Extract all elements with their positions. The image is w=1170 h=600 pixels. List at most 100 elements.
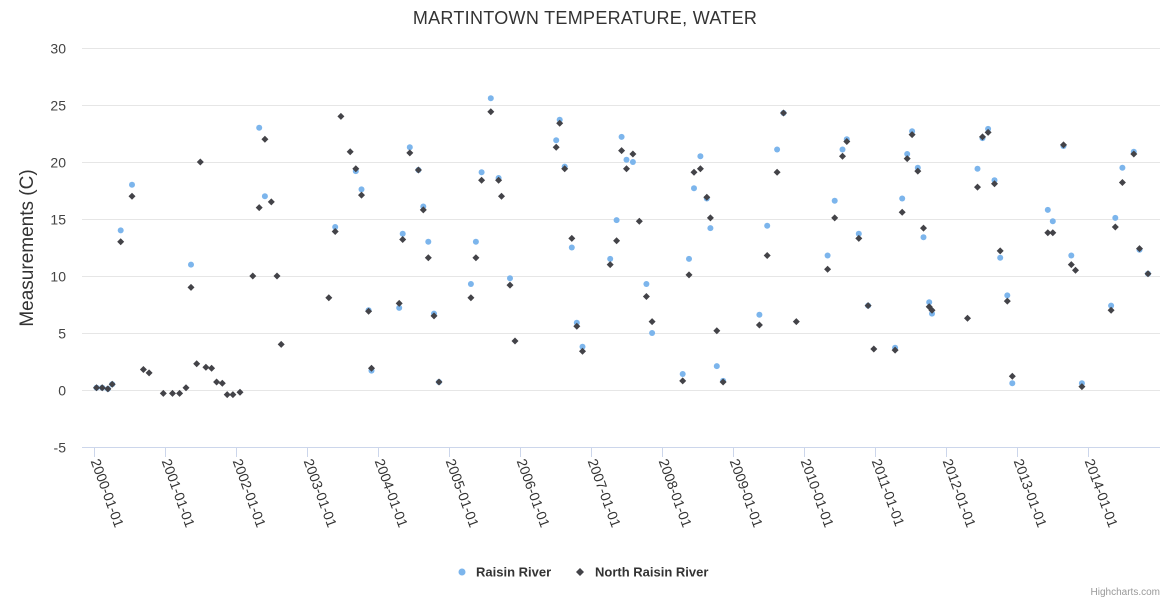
data-point-raisin-river[interactable] — [1044, 206, 1051, 213]
data-point-north-raisin-river[interactable] — [213, 378, 221, 386]
credits-link[interactable]: Highcharts.com — [1091, 587, 1160, 598]
data-point-north-raisin-river[interactable] — [202, 363, 210, 371]
data-point-north-raisin-river[interactable] — [974, 183, 981, 191]
data-point-raisin-river[interactable] — [855, 230, 862, 237]
data-point-north-raisin-river[interactable] — [991, 180, 998, 188]
data-point-north-raisin-river[interactable] — [561, 165, 569, 173]
data-point-north-raisin-river[interactable] — [193, 360, 201, 368]
data-point-raisin-river[interactable] — [487, 95, 494, 102]
data-point-raisin-river[interactable] — [406, 144, 413, 151]
data-point-north-raisin-river[interactable] — [831, 214, 839, 222]
data-point-north-raisin-river[interactable] — [1049, 229, 1057, 237]
data-point-north-raisin-river[interactable] — [1078, 383, 1086, 391]
data-point-north-raisin-river[interactable] — [903, 155, 911, 163]
data-point-raisin-river[interactable] — [831, 197, 838, 204]
data-point-north-raisin-river[interactable] — [556, 119, 564, 127]
data-point-north-raisin-river[interactable] — [1118, 179, 1126, 186]
data-point-raisin-river[interactable] — [629, 159, 636, 165]
data-point-raisin-river[interactable] — [920, 234, 927, 241]
data-point-north-raisin-river[interactable] — [498, 192, 505, 200]
data-point-north-raisin-river[interactable] — [176, 389, 184, 397]
data-point-north-raisin-river[interactable] — [635, 217, 643, 225]
data-point-north-raisin-river[interactable] — [573, 322, 581, 330]
data-point-north-raisin-river[interactable] — [679, 377, 687, 385]
data-point-north-raisin-river[interactable] — [368, 364, 375, 372]
data-point-north-raisin-river[interactable] — [255, 204, 263, 212]
data-point-raisin-river[interactable] — [824, 252, 831, 259]
data-point-raisin-river[interactable] — [618, 133, 625, 140]
data-point-north-raisin-river[interactable] — [406, 149, 414, 157]
data-point-north-raisin-river[interactable] — [719, 378, 727, 386]
data-point-north-raisin-river[interactable] — [229, 391, 237, 399]
data-point-raisin-river[interactable] — [839, 146, 846, 153]
data-point-raisin-river[interactable] — [261, 193, 268, 200]
data-point-north-raisin-river[interactable] — [964, 314, 971, 322]
data-point-raisin-river[interactable] — [1108, 302, 1115, 309]
data-point-raisin-river[interactable] — [396, 304, 403, 311]
data-point-north-raisin-river[interactable] — [399, 236, 407, 243]
data-point-raisin-river[interactable] — [649, 330, 656, 336]
data-point-raisin-river[interactable] — [607, 255, 614, 262]
data-point-north-raisin-river[interactable] — [108, 380, 116, 388]
data-point-raisin-river[interactable] — [643, 281, 650, 287]
data-point-north-raisin-river[interactable] — [430, 312, 438, 320]
data-point-north-raisin-river[interactable] — [435, 378, 443, 386]
data-point-north-raisin-river[interactable] — [696, 165, 704, 173]
legend-item-north-raisin-river[interactable]: North Raisin River — [576, 565, 708, 580]
data-point-raisin-river[interactable] — [467, 281, 474, 287]
data-point-north-raisin-river[interactable] — [552, 143, 560, 151]
data-point-north-raisin-river[interactable] — [273, 272, 281, 280]
data-point-north-raisin-river[interactable] — [824, 265, 832, 273]
data-point-north-raisin-river[interactable] — [706, 214, 714, 222]
data-point-north-raisin-river[interactable] — [685, 271, 693, 279]
data-point-north-raisin-river[interactable] — [223, 391, 231, 399]
data-point-north-raisin-river[interactable] — [218, 379, 226, 387]
data-point-north-raisin-river[interactable] — [914, 167, 922, 175]
data-point-north-raisin-river[interactable] — [478, 176, 486, 184]
data-point-raisin-river[interactable] — [332, 224, 339, 230]
data-point-north-raisin-river[interactable] — [187, 283, 195, 291]
data-point-north-raisin-river[interactable] — [139, 366, 147, 373]
data-point-raisin-river[interactable] — [579, 343, 586, 350]
data-point-raisin-river[interactable] — [256, 124, 263, 131]
data-point-raisin-river[interactable] — [904, 151, 911, 157]
data-point-north-raisin-river[interactable] — [755, 321, 763, 329]
data-point-raisin-river[interactable] — [623, 156, 630, 163]
data-point-raisin-river[interactable] — [129, 181, 135, 188]
data-point-raisin-river[interactable] — [679, 371, 686, 377]
data-point-raisin-river[interactable] — [713, 363, 720, 370]
data-point-north-raisin-river[interactable] — [506, 281, 514, 289]
data-point-raisin-river[interactable] — [697, 153, 704, 160]
data-point-raisin-river[interactable] — [507, 275, 513, 282]
data-point-north-raisin-river[interactable] — [713, 327, 721, 335]
series-north-raisin-river[interactable] — [93, 108, 1152, 399]
data-point-north-raisin-river[interactable] — [618, 147, 626, 155]
data-point-north-raisin-river[interactable] — [648, 318, 656, 326]
legend-label-raisin-river[interactable]: Raisin River — [476, 565, 551, 580]
data-point-north-raisin-river[interactable] — [1130, 150, 1138, 158]
data-point-north-raisin-river[interactable] — [182, 384, 190, 392]
data-point-north-raisin-river[interactable] — [424, 254, 432, 262]
data-point-north-raisin-river[interactable] — [1136, 245, 1143, 253]
data-point-north-raisin-river[interactable] — [467, 294, 475, 302]
data-point-north-raisin-river[interactable] — [98, 384, 106, 392]
data-point-north-raisin-river[interactable] — [495, 176, 503, 184]
data-point-raisin-river[interactable] — [756, 311, 763, 318]
data-point-raisin-river[interactable] — [1009, 380, 1016, 387]
data-point-raisin-river[interactable] — [926, 299, 933, 306]
data-point-north-raisin-river[interactable] — [337, 112, 345, 120]
data-point-raisin-river[interactable] — [899, 195, 906, 202]
data-point-north-raisin-river[interactable] — [642, 293, 650, 300]
data-point-raisin-river[interactable] — [707, 225, 714, 232]
data-point-north-raisin-river[interactable] — [864, 302, 872, 310]
data-point-north-raisin-river[interactable] — [331, 228, 339, 235]
data-point-raisin-river[interactable] — [1004, 292, 1011, 299]
data-point-raisin-river[interactable] — [691, 185, 697, 192]
data-point-raisin-river[interactable] — [399, 230, 406, 237]
data-point-north-raisin-river[interactable] — [352, 165, 360, 173]
data-point-north-raisin-river[interactable] — [891, 346, 899, 354]
data-point-north-raisin-river[interactable] — [690, 168, 698, 176]
data-point-north-raisin-river[interactable] — [277, 340, 285, 348]
data-point-north-raisin-river[interactable] — [169, 389, 176, 397]
data-point-north-raisin-river[interactable] — [579, 347, 586, 355]
